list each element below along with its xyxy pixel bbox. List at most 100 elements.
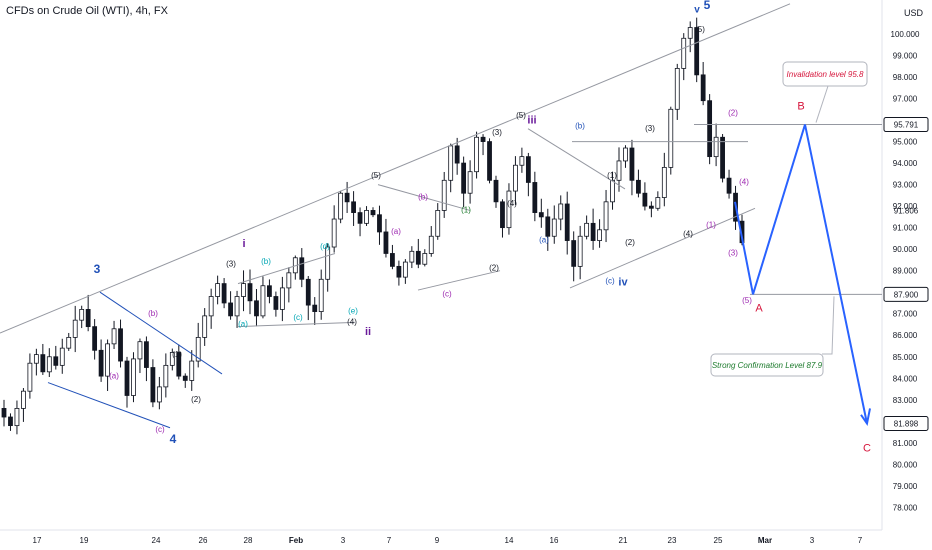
x-tick-label: 24 [152, 536, 161, 545]
wave-label: (3) [728, 249, 738, 258]
y-tick-label: 94.000 [893, 159, 918, 168]
wave-label: ii [365, 326, 371, 338]
candle-body [551, 218, 557, 237]
candle-body [208, 296, 214, 317]
x-tick-label: 3 [810, 536, 815, 545]
y-tick-label: 91.000 [893, 224, 918, 233]
candle-body [111, 328, 117, 345]
wave-label: (4) [507, 199, 517, 208]
x-tick-label: 9 [435, 536, 440, 545]
candle-body [1, 408, 7, 418]
wave-label: B [797, 100, 804, 112]
wave-label: (c) [293, 313, 303, 322]
wave-label: (a) [391, 227, 401, 236]
wave-label: (a) [109, 371, 119, 380]
candle-body [370, 210, 376, 216]
candle-body [351, 201, 356, 213]
wave-label: (3) [226, 259, 236, 268]
y-tick-label: 83.000 [893, 396, 918, 405]
candle-body [610, 179, 615, 203]
wave-label: (1) [172, 350, 182, 359]
candle-body [260, 285, 266, 317]
price-label: 81.898 [894, 420, 919, 429]
x-tick-label: 21 [619, 536, 628, 545]
candle-body [66, 336, 72, 349]
y-tick-label: 92.000 [893, 202, 918, 211]
x-tick-label: 26 [199, 536, 208, 545]
candle-body [33, 354, 39, 364]
candle-body [390, 253, 395, 267]
candle-body [467, 171, 473, 194]
candle-body [700, 74, 706, 102]
candle-body [422, 253, 428, 265]
y-tick-label: 81.000 [893, 439, 918, 448]
wave-label: (4) [347, 317, 357, 326]
candle-body [474, 136, 479, 173]
wave-label: (5) [695, 25, 705, 34]
candle-body [584, 222, 590, 237]
candle-body [105, 343, 110, 377]
wave-label: (c) [155, 425, 165, 434]
candle-body [636, 179, 641, 194]
wave-label: (c) [442, 290, 452, 299]
price-label-box [883, 416, 929, 432]
projection-path [734, 124, 868, 424]
price-axis[interactable] [882, 0, 932, 550]
candle-body [21, 390, 26, 409]
wave-label: (b) [575, 122, 585, 131]
candle-body [623, 147, 628, 162]
candle-body [182, 375, 188, 381]
candle-body [629, 147, 635, 181]
wave-label: (a) [539, 236, 549, 245]
wedge-lower [417, 270, 501, 291]
candle-body [655, 197, 661, 209]
triangle-upper [237, 252, 336, 285]
candle-body [46, 356, 52, 373]
price-label: 91.806 [894, 206, 919, 215]
candle-body [267, 285, 272, 297]
candle-body [364, 210, 369, 224]
candle-body [221, 283, 227, 304]
wave-label: (e) [348, 307, 358, 316]
confirmation-callout [710, 353, 824, 377]
candle-body [118, 328, 123, 362]
wave-label: (a) [238, 320, 248, 329]
x-tick-label: Mar [758, 536, 772, 545]
triangle-lower [237, 321, 356, 328]
candle-body [131, 358, 136, 396]
wave-label: iv [618, 277, 628, 289]
y-tick-label: 80.000 [893, 460, 918, 469]
y-tick-label: 90.000 [893, 245, 918, 254]
candle-body [234, 296, 240, 317]
price-label: 95.791 [894, 121, 919, 130]
candle-body [558, 203, 564, 220]
wave-label: (1) [706, 221, 716, 230]
candle-body [506, 190, 512, 229]
y-tick-label: 85.000 [893, 353, 918, 362]
candle-body [448, 145, 454, 181]
y-tick-label: 99.000 [893, 51, 918, 60]
wave-label: (1) [607, 171, 617, 180]
wave-label: (3) [492, 128, 502, 137]
candle-body [383, 231, 389, 254]
candle-body [461, 162, 467, 194]
wave-label: (2) [489, 264, 499, 273]
candle-body [195, 336, 201, 362]
y-tick-label: 78.000 [893, 503, 918, 512]
wave-label: (2) [625, 238, 635, 247]
candle-body [500, 201, 505, 229]
candle-body [79, 309, 85, 321]
wave4-channel-lower [47, 382, 171, 429]
candle-body [396, 265, 402, 278]
candle-body [441, 179, 447, 211]
wave-label: (5) [371, 171, 381, 180]
candle-body [377, 214, 382, 233]
candle-body [428, 235, 434, 254]
candle-body [538, 212, 544, 218]
y-tick-label: 98.000 [893, 73, 918, 82]
y-tick-label: 100.000 [891, 30, 920, 39]
wave-label: A [755, 303, 763, 315]
projection-arrowhead [860, 408, 871, 427]
candle-body [59, 347, 65, 366]
